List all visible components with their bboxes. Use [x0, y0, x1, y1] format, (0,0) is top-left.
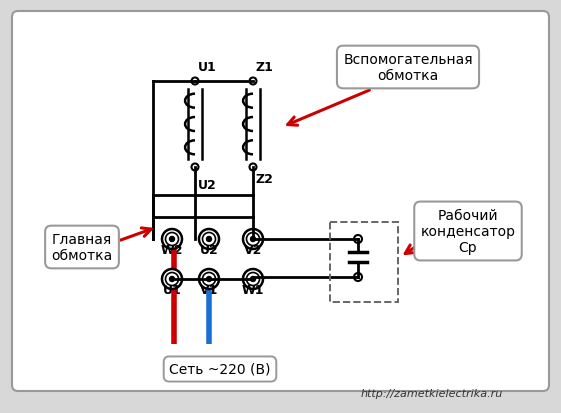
Circle shape [169, 237, 174, 242]
Text: U2: U2 [200, 243, 218, 256]
Text: W1: W1 [242, 283, 264, 296]
Text: Z1: Z1 [256, 61, 274, 74]
Circle shape [251, 277, 255, 282]
Text: U1: U1 [198, 61, 217, 74]
Circle shape [206, 277, 211, 282]
Text: Сеть ~220 (В): Сеть ~220 (В) [169, 362, 271, 376]
Circle shape [206, 237, 211, 242]
Text: U1: U1 [163, 283, 181, 296]
Text: Рабочий
конденсатор
Ср: Рабочий конденсатор Ср [421, 208, 516, 254]
Text: V2: V2 [244, 243, 262, 256]
Text: Вспомогательная
обмотка: Вспомогательная обмотка [343, 53, 473, 83]
Text: http://zametkielectrika.ru: http://zametkielectrika.ru [361, 388, 503, 398]
Text: W2: W2 [161, 243, 183, 256]
Bar [330, 223, 398, 302]
FancyBboxPatch shape [12, 12, 549, 391]
Text: U2: U2 [198, 178, 217, 192]
Text: Z2: Z2 [256, 173, 274, 185]
Text: Главная
обмотка: Главная обмотка [52, 233, 113, 263]
Circle shape [169, 277, 174, 282]
Text: V1: V1 [200, 283, 218, 296]
Circle shape [251, 237, 255, 242]
